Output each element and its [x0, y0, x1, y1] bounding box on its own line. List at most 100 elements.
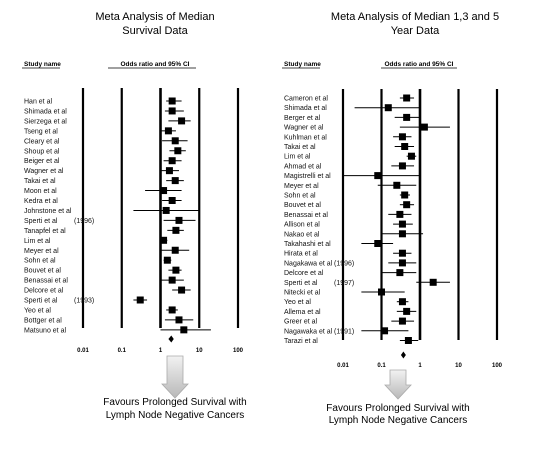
study-name: Benassai et al — [24, 278, 68, 285]
study-name: Hirata et al — [284, 251, 318, 258]
odds-ratio-marker — [171, 137, 179, 145]
study-year: (1997) — [334, 280, 354, 287]
x-tick-label: 0.1 — [118, 348, 127, 354]
odds-ratio-marker — [429, 278, 437, 286]
x-tick-label: 10 — [455, 363, 462, 369]
study-name: Shimada et al — [284, 105, 327, 112]
odds-ratio-marker — [398, 259, 406, 267]
odds-ratio-marker — [396, 269, 404, 277]
chart-title-line: Year Data — [391, 25, 440, 37]
odds-ratio-marker — [398, 133, 406, 141]
x-tick-label: 1 — [159, 348, 163, 354]
study-name: Takai et al — [284, 144, 316, 151]
x-tick-label: 0.01 — [77, 348, 89, 354]
odds-ratio-marker — [403, 113, 411, 121]
chart-title-line: Survival Data — [122, 25, 188, 37]
odds-ratio-marker — [398, 317, 406, 325]
study-name: Nitecki et al — [284, 290, 321, 297]
odds-ratio-marker — [174, 147, 182, 155]
study-name: Nakao et al — [284, 231, 320, 238]
favours-caption-line: Lymph Node Negative Cancers — [106, 410, 245, 421]
study-name: Lim et al — [284, 154, 311, 161]
odds-ratio-marker — [160, 236, 168, 244]
odds-ratio-header: Odds ratio and 95% CI — [385, 61, 454, 68]
pooled-estimate-diamond — [400, 351, 406, 359]
odds-ratio-marker — [396, 210, 404, 218]
study-name: Greer et al — [284, 319, 318, 326]
study-name: Delcore et al — [24, 288, 64, 295]
favours-caption-line: Favours Prolonged Survival with — [103, 397, 246, 408]
study-name: Moon et al — [24, 188, 57, 195]
x-tick-label: 10 — [196, 348, 203, 354]
study-name: Meyer et al — [24, 248, 59, 255]
study-name: Kuhlman et al — [284, 134, 327, 141]
odds-ratio-marker — [393, 181, 401, 189]
study-name: Tanapfel et al — [24, 228, 66, 235]
odds-ratio-marker — [374, 172, 382, 180]
odds-ratio-marker — [398, 298, 406, 306]
study-name: Cameron et al — [284, 96, 328, 103]
study-name: Johnstone et al — [24, 208, 72, 215]
odds-ratio-marker — [178, 286, 186, 294]
study-name: Kedra et al — [24, 198, 58, 205]
odds-ratio-marker — [172, 226, 180, 234]
study-name: Bouvet et al — [284, 202, 321, 209]
x-tick-label: 100 — [492, 363, 503, 369]
odds-ratio-marker — [407, 152, 415, 160]
study-year: (1991) — [334, 328, 354, 335]
study-name: Han et al — [24, 99, 52, 106]
odds-ratio-marker — [168, 306, 176, 314]
odds-ratio-marker — [398, 162, 406, 170]
odds-ratio-marker — [165, 167, 173, 175]
study-name: Sperti et al — [284, 280, 318, 287]
odds-ratio-marker — [403, 94, 411, 102]
study-name: Allison et al — [284, 222, 320, 229]
chart-title-line: Meta Analysis of Median 1,3 and 5 — [331, 11, 499, 23]
odds-ratio-marker — [168, 276, 176, 284]
study-name: Sohn et al — [24, 258, 56, 265]
odds-ratio-marker — [168, 97, 176, 105]
odds-ratio-marker — [180, 326, 188, 334]
down-arrow-icon — [384, 369, 412, 400]
odds-ratio-marker — [163, 256, 171, 264]
study-name: Matsuno et al — [24, 327, 66, 334]
odds-ratio-marker — [374, 240, 382, 247]
study-name: Meyer et al — [284, 183, 319, 190]
odds-ratio-marker — [171, 177, 179, 185]
study-name: Benassai et al — [284, 212, 328, 219]
odds-ratio-marker — [384, 104, 392, 112]
odds-ratio-marker — [401, 191, 409, 199]
odds-ratio-marker — [172, 266, 180, 274]
study-year: (1996) — [74, 218, 94, 225]
odds-ratio-marker — [168, 197, 176, 204]
study-name: Yeo et al — [24, 307, 51, 314]
x-tick-label: 100 — [233, 348, 244, 354]
study-name: Beiger et al — [24, 158, 60, 165]
study-name: Sperti et al — [24, 298, 58, 305]
x-tick-label: 1 — [418, 363, 422, 369]
forest-plot-1: Meta Analysis of Median Survival Data Stud… — [22, 11, 247, 421]
study-name: Magistrelli et al — [284, 173, 331, 180]
odds-ratio-marker — [378, 288, 385, 296]
favours-caption-line: Favours Prolonged Survival with — [326, 403, 469, 414]
pooled-estimate-diamond — [168, 335, 174, 343]
study-name: Bouvet et al — [24, 268, 61, 275]
study-year: (1993) — [74, 298, 94, 305]
odds-ratio-marker — [404, 337, 412, 344]
odds-ratio-marker — [164, 127, 172, 135]
study-name: Berger et al — [284, 115, 321, 122]
study-year: (1996) — [334, 260, 354, 267]
odds-ratio-marker — [162, 206, 170, 214]
study-name: Sierzega et al — [24, 118, 67, 125]
odds-ratio-header: Odds ratio and 95% CI — [121, 61, 190, 68]
favours-caption-line: Lymph Node Negative Cancers — [329, 415, 468, 426]
odds-ratio-marker — [403, 307, 411, 315]
odds-ratio-marker — [136, 296, 144, 304]
study-name: Tseng et al — [24, 128, 58, 135]
odds-ratio-marker — [171, 246, 179, 254]
study-name: Wagner et al — [24, 168, 64, 175]
study-name: Bottger et al — [24, 317, 62, 324]
study-name: Sperti et al — [24, 218, 58, 225]
x-tick-label: 0.1 — [377, 363, 386, 369]
odds-ratio-marker — [168, 157, 176, 165]
